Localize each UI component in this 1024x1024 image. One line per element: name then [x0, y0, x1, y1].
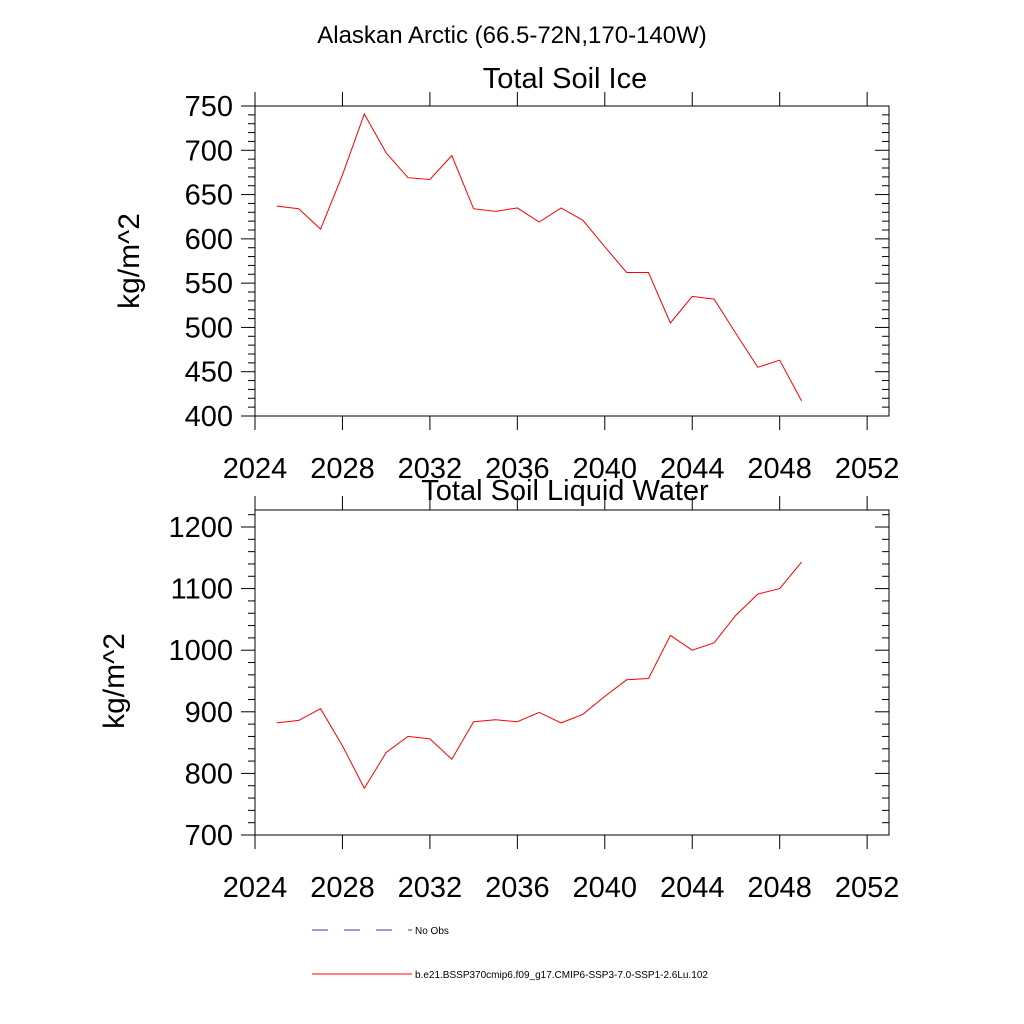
x-tick-label: 2028: [310, 453, 375, 485]
panel-total-soil-ice: Total Soil Ice 2024 2028 2032 2036 2040 2044 2…: [113, 63, 899, 485]
plot-frame: [254, 509, 890, 836]
y-tick-label: 600: [185, 224, 233, 256]
y-tick-label: 900: [185, 697, 233, 729]
panel-total-soil-liquid-water: Total Soil Liquid Water 2024 2028 2032 2036…: [98, 475, 899, 904]
panel-title-total-soil-liquid-water: Total Soil Liquid Water: [421, 475, 709, 507]
x-tick-label: 2044: [660, 872, 725, 904]
series-line-total-soil-ice: [276, 112, 803, 402]
x-tick-label: 2032: [398, 872, 463, 904]
figure-title: Alaskan Arctic (66.5-72N,170-140W): [317, 22, 707, 49]
y-tick-label: 450: [185, 357, 233, 389]
x-tick-label: 2024: [223, 453, 288, 485]
x-tick-label: 2032: [398, 453, 463, 485]
y-tick-label: 1200: [168, 512, 233, 544]
x-tick-label: 2052: [835, 872, 900, 904]
x-tick-label: 2040: [573, 872, 638, 904]
axes-total-soil-liquid-water: 2024 2028 2032 2036 2040 2044 2048 2052 700 800 90…: [168, 496, 899, 904]
x-tick-label: 2024: [223, 872, 288, 904]
panel-title-total-soil-ice: Total Soil Ice: [483, 63, 647, 95]
y-tick-label: 750: [185, 91, 233, 123]
y-tick-label: 1100: [171, 574, 233, 606]
legend: No Obs b.e21.BSSP370cmip6.f09_g17.CMIP6-…: [312, 926, 708, 981]
y-tick-label: 400: [185, 401, 233, 433]
ylabel-total-soil-ice: kg/m^2: [113, 213, 146, 309]
x-tick-label: 2052: [835, 453, 900, 485]
y-tick-label: 700: [185, 135, 233, 167]
y-tick-label: 800: [185, 758, 233, 790]
legend-label-model-run: b.e21.BSSP370cmip6.f09_g17.CMIP6-SSP3-7.…: [415, 970, 708, 981]
legend-label-no-obs: No Obs: [415, 926, 449, 937]
y-tick-label: 500: [185, 312, 233, 344]
plot-frame: [254, 105, 890, 417]
ylabel-total-soil-liquid-water: kg/m^2: [98, 633, 131, 729]
series-line-total-soil-liquid-water: [276, 561, 802, 790]
axes-total-soil-ice: 2024 2028 2032 2036 2040 2044 2048 2052 400 450 50…: [185, 91, 900, 485]
x-tick-label: 2028: [310, 872, 375, 904]
x-tick-label: 2036: [485, 872, 550, 904]
y-tick-label: 700: [185, 820, 233, 852]
x-tick-label: 2040: [573, 453, 638, 485]
y-tick-label: 550: [185, 268, 233, 300]
x-tick-label: 2044: [660, 453, 725, 485]
y-tick-label: 1000: [168, 635, 233, 667]
x-tick-label: 2036: [485, 453, 550, 485]
x-tick-label: 2048: [747, 872, 812, 904]
y-tick-label: 650: [185, 180, 233, 212]
x-tick-label: 2048: [747, 453, 812, 485]
